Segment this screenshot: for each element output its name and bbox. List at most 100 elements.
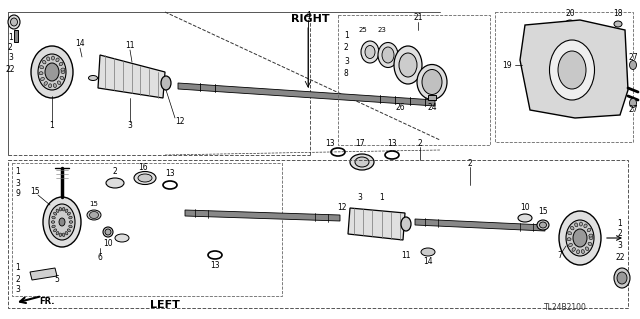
Ellipse shape: [417, 64, 447, 100]
Ellipse shape: [51, 56, 54, 60]
Text: 3: 3: [127, 122, 132, 130]
Text: 11: 11: [125, 41, 135, 50]
Polygon shape: [348, 208, 405, 240]
Text: 15: 15: [90, 201, 99, 207]
Ellipse shape: [59, 218, 65, 226]
Ellipse shape: [103, 227, 113, 237]
Ellipse shape: [559, 211, 601, 265]
Text: 1: 1: [344, 31, 349, 40]
Ellipse shape: [60, 76, 64, 79]
Text: 1: 1: [50, 122, 54, 130]
Ellipse shape: [42, 60, 46, 64]
Ellipse shape: [45, 63, 59, 81]
Ellipse shape: [49, 84, 52, 88]
Ellipse shape: [115, 234, 129, 242]
Ellipse shape: [382, 47, 394, 63]
Ellipse shape: [106, 178, 124, 188]
Ellipse shape: [565, 20, 575, 28]
Ellipse shape: [105, 229, 111, 235]
Text: 27: 27: [628, 106, 638, 115]
Ellipse shape: [540, 222, 547, 228]
Ellipse shape: [59, 207, 61, 211]
Text: 1: 1: [380, 192, 385, 202]
Ellipse shape: [558, 51, 586, 89]
Text: TL24B2100: TL24B2100: [543, 303, 586, 313]
Ellipse shape: [59, 233, 61, 237]
Ellipse shape: [61, 70, 65, 73]
Ellipse shape: [401, 217, 411, 231]
Ellipse shape: [62, 207, 65, 211]
Text: 21: 21: [413, 13, 423, 23]
Ellipse shape: [568, 232, 572, 235]
Text: 13: 13: [387, 138, 397, 147]
Ellipse shape: [537, 220, 549, 230]
Ellipse shape: [87, 210, 101, 220]
Text: 3: 3: [8, 54, 13, 63]
Text: 13: 13: [210, 261, 220, 270]
Ellipse shape: [40, 78, 44, 81]
Text: 25: 25: [358, 27, 367, 33]
Ellipse shape: [49, 204, 75, 240]
Ellipse shape: [586, 247, 589, 250]
Text: 3: 3: [358, 192, 362, 202]
Text: 19: 19: [502, 61, 512, 70]
Text: 18: 18: [613, 10, 623, 19]
Text: 2: 2: [15, 275, 20, 284]
Ellipse shape: [52, 225, 55, 228]
Text: 2: 2: [8, 43, 13, 53]
Ellipse shape: [59, 62, 63, 66]
Ellipse shape: [90, 211, 99, 219]
Text: 1: 1: [15, 167, 20, 176]
Ellipse shape: [399, 53, 417, 77]
Text: 22: 22: [615, 254, 625, 263]
Ellipse shape: [566, 220, 594, 256]
Ellipse shape: [589, 236, 593, 240]
Text: 1: 1: [8, 33, 13, 42]
Text: 13: 13: [165, 169, 175, 179]
Ellipse shape: [138, 174, 152, 182]
Text: 2: 2: [344, 43, 349, 53]
Polygon shape: [98, 55, 165, 98]
Text: 13: 13: [325, 138, 335, 147]
Ellipse shape: [69, 221, 73, 223]
Text: 16: 16: [138, 162, 148, 172]
Ellipse shape: [394, 46, 422, 84]
Text: 2: 2: [617, 229, 621, 239]
Text: 26: 26: [395, 103, 405, 113]
Bar: [12, 163, 282, 296]
Ellipse shape: [614, 268, 630, 288]
Text: 2: 2: [418, 138, 422, 147]
Ellipse shape: [54, 212, 57, 215]
Bar: [428, 95, 436, 100]
Ellipse shape: [61, 68, 65, 71]
Ellipse shape: [10, 18, 17, 26]
Ellipse shape: [568, 243, 572, 247]
Ellipse shape: [579, 222, 582, 226]
Text: 10: 10: [103, 239, 113, 248]
Text: 24: 24: [427, 103, 437, 113]
Text: LEFT: LEFT: [150, 300, 180, 310]
Ellipse shape: [550, 40, 595, 100]
Polygon shape: [185, 210, 340, 221]
Text: 2: 2: [468, 159, 472, 167]
Ellipse shape: [44, 82, 47, 85]
Text: 3: 3: [15, 286, 20, 294]
Ellipse shape: [589, 234, 593, 237]
Text: 12: 12: [337, 203, 347, 211]
Text: 15: 15: [538, 207, 548, 217]
Bar: [8, 160, 628, 308]
Text: 23: 23: [378, 27, 387, 33]
Polygon shape: [520, 20, 628, 118]
Ellipse shape: [56, 209, 59, 212]
Ellipse shape: [572, 248, 575, 251]
Text: 8: 8: [344, 70, 349, 78]
Ellipse shape: [584, 224, 587, 228]
Text: 17: 17: [355, 138, 365, 147]
Ellipse shape: [422, 70, 442, 94]
Text: 1: 1: [15, 263, 20, 272]
Text: 3: 3: [617, 241, 622, 249]
Text: 14: 14: [423, 257, 433, 266]
Text: 11: 11: [401, 250, 411, 259]
Ellipse shape: [614, 21, 622, 27]
Bar: [495, 12, 633, 142]
